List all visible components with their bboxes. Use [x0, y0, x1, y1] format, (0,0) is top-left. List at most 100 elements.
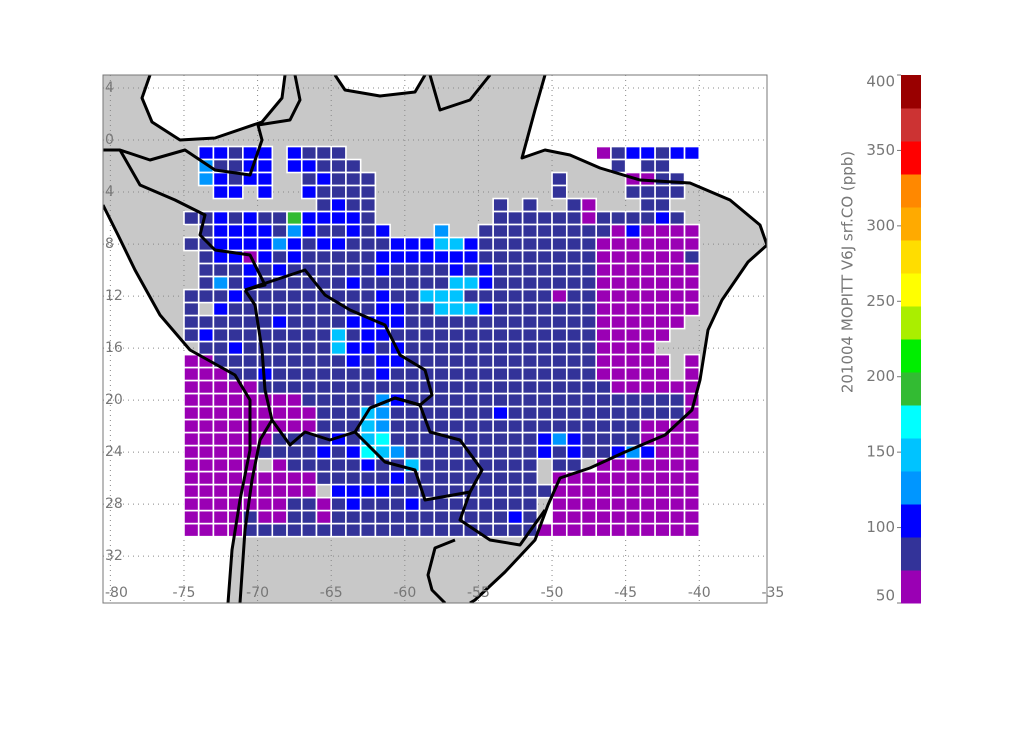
grid-cell: [580, 288, 598, 304]
grid-cell: [610, 522, 627, 538]
grid-cell: [197, 496, 215, 512]
grid-cell: [183, 392, 200, 408]
grid-cell: [404, 522, 421, 538]
grid-cell: [654, 379, 671, 395]
grid-cell: [521, 197, 539, 213]
colorbar-segment: [901, 537, 921, 571]
grid-cell: [654, 444, 671, 460]
grid-cell: [300, 327, 318, 343]
grid-cell: [448, 418, 465, 434]
grid-cell: [256, 496, 274, 512]
grid-cell: [551, 340, 568, 356]
grid-cell: [669, 457, 686, 473]
grid-cell: [300, 457, 318, 473]
x-tick-label: -45: [614, 585, 637, 601]
grid-cell: [639, 275, 656, 291]
grid-cell: [256, 288, 274, 304]
grid-cell: [610, 210, 627, 226]
grid-cell: [300, 405, 318, 421]
grid-cell: [507, 210, 524, 226]
grid-cell: [404, 483, 421, 499]
grid-cell: [492, 236, 509, 252]
grid-cell: [477, 431, 494, 447]
grid-cell: [448, 340, 465, 356]
grid-cell: [580, 210, 598, 226]
grid-cell: [404, 405, 421, 421]
grid-cell: [433, 353, 450, 369]
grid-cell: [492, 444, 509, 460]
grid-cell: [404, 366, 421, 382]
grid-cell: [639, 457, 656, 473]
grid-cell: [580, 509, 598, 525]
grid-cell: [683, 249, 701, 265]
grid-cell: [389, 418, 406, 434]
colorbar-segment: [901, 141, 921, 175]
grid-cell: [330, 158, 347, 174]
grid-cell: [639, 418, 656, 434]
grid-cell: [286, 392, 303, 408]
grid-cell: [345, 184, 362, 200]
grid-cell: [271, 236, 288, 252]
grid-cell: [359, 509, 377, 525]
grid-cell: [389, 470, 406, 486]
grid-cell: [286, 483, 303, 499]
grid-cell: [212, 340, 229, 356]
grid-cell: [286, 288, 303, 304]
grid-cell: [624, 366, 642, 382]
grid-cell: [654, 327, 671, 343]
grid-cell: [610, 392, 627, 408]
grid-cell: [536, 340, 553, 356]
grid-cell: [639, 366, 656, 382]
colorbar-segment: [901, 405, 921, 439]
grid-cell: [300, 483, 318, 499]
grid-cell: [683, 418, 701, 434]
grid-cell: [271, 223, 288, 239]
grid-cell: [448, 301, 465, 317]
grid-cell: [507, 236, 524, 252]
grid-cell: [595, 327, 612, 343]
grid-cell: [389, 509, 406, 525]
grid-cell: [536, 431, 553, 447]
grid-cell: [448, 262, 465, 278]
grid-cell: [374, 236, 391, 252]
grid-cell: [197, 288, 215, 304]
grid-cell: [551, 184, 568, 200]
grid-cell: [624, 314, 642, 330]
grid-cell: [521, 496, 539, 512]
grid-cell: [654, 275, 671, 291]
grid-cell: [477, 275, 494, 291]
grid-cell: [610, 366, 627, 382]
grid-cell: [212, 405, 229, 421]
grid-cell: [462, 236, 480, 252]
grid-cell: [669, 184, 686, 200]
y-tick-label: 0: [105, 132, 114, 148]
grid-cell: [212, 496, 229, 512]
grid-cell: [639, 158, 656, 174]
grid-cell: [359, 340, 377, 356]
grid-cell: [624, 236, 642, 252]
grid-cell: [624, 470, 642, 486]
colorbar-segment: [901, 108, 921, 142]
grid-cell: [580, 197, 598, 213]
grid-cell: [521, 210, 539, 226]
grid-cell: [595, 275, 612, 291]
grid-cell: [227, 301, 244, 317]
grid-cell: [639, 392, 656, 408]
grid-cell: [315, 236, 333, 252]
grid-cell: [433, 223, 450, 239]
colorbar-segment: [901, 504, 921, 538]
coastline: [426, 538, 456, 603]
grid-cell: [286, 301, 303, 317]
outline-layer: [103, 75, 767, 603]
grid-cell: [433, 418, 450, 434]
grid-cell: [374, 418, 391, 434]
grid-cell: [507, 522, 524, 538]
grid-cell: [565, 392, 583, 408]
grid-cell: [669, 379, 686, 395]
grid-cell: [212, 392, 229, 408]
grid-cell: [624, 275, 642, 291]
grid-cell: [286, 379, 303, 395]
grid-cell: [551, 249, 568, 265]
x-tick-label: -75: [173, 585, 196, 601]
grid-cell: [315, 262, 333, 278]
